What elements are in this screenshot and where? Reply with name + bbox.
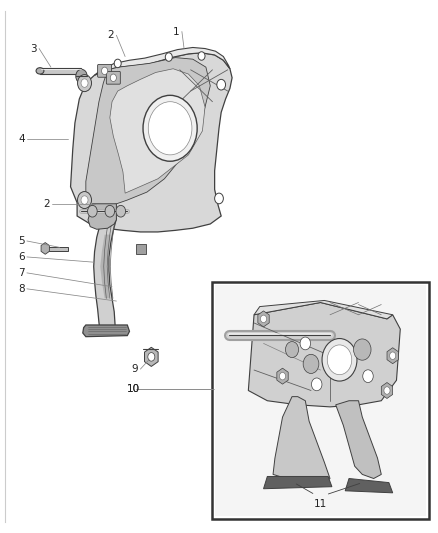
Circle shape [322,338,357,381]
Circle shape [102,67,108,75]
Polygon shape [100,235,111,298]
Text: 1: 1 [173,27,180,37]
Text: 10: 10 [127,384,141,394]
Polygon shape [95,47,230,75]
Circle shape [114,59,121,68]
Circle shape [148,353,155,361]
Text: 9: 9 [132,364,138,374]
Polygon shape [345,479,393,493]
Text: 5: 5 [18,236,25,246]
Polygon shape [254,301,393,319]
Circle shape [363,370,373,383]
Circle shape [303,354,319,374]
Bar [215,285,426,516]
Polygon shape [40,68,81,74]
Bar [212,282,428,519]
Ellipse shape [36,68,44,74]
Circle shape [384,387,390,394]
Text: 2: 2 [108,30,114,41]
Polygon shape [86,58,210,208]
Polygon shape [83,325,130,337]
Circle shape [76,69,87,83]
Circle shape [311,378,322,391]
Circle shape [300,337,311,350]
Polygon shape [248,303,400,407]
Circle shape [81,196,88,204]
Circle shape [165,53,172,61]
Polygon shape [336,401,381,479]
Circle shape [390,352,396,359]
Circle shape [327,345,352,375]
Circle shape [79,77,90,90]
Circle shape [215,193,223,204]
FancyBboxPatch shape [106,71,120,84]
Circle shape [78,75,92,92]
Circle shape [286,342,299,358]
Circle shape [143,95,197,161]
Circle shape [88,205,97,217]
Circle shape [105,205,115,217]
Polygon shape [94,212,117,333]
Circle shape [81,79,88,87]
Polygon shape [264,477,332,489]
Polygon shape [46,247,68,251]
Polygon shape [88,204,117,229]
Text: 7: 7 [18,268,25,278]
Circle shape [110,74,117,82]
Text: 3: 3 [30,44,37,53]
FancyBboxPatch shape [98,64,112,77]
Circle shape [78,191,92,208]
Circle shape [198,52,205,60]
Text: 10: 10 [127,384,141,394]
Text: 6: 6 [18,252,25,262]
Circle shape [217,79,226,90]
Bar [136,244,146,254]
Polygon shape [110,69,205,193]
Circle shape [80,193,89,204]
Circle shape [353,339,371,360]
Circle shape [261,315,267,322]
Text: 8: 8 [18,284,25,294]
Text: 4: 4 [18,134,25,144]
Circle shape [148,102,192,155]
Text: 2: 2 [43,199,50,209]
Text: 11: 11 [314,498,327,508]
Polygon shape [71,53,232,232]
Circle shape [116,205,126,217]
Circle shape [279,373,286,380]
Polygon shape [273,397,330,484]
